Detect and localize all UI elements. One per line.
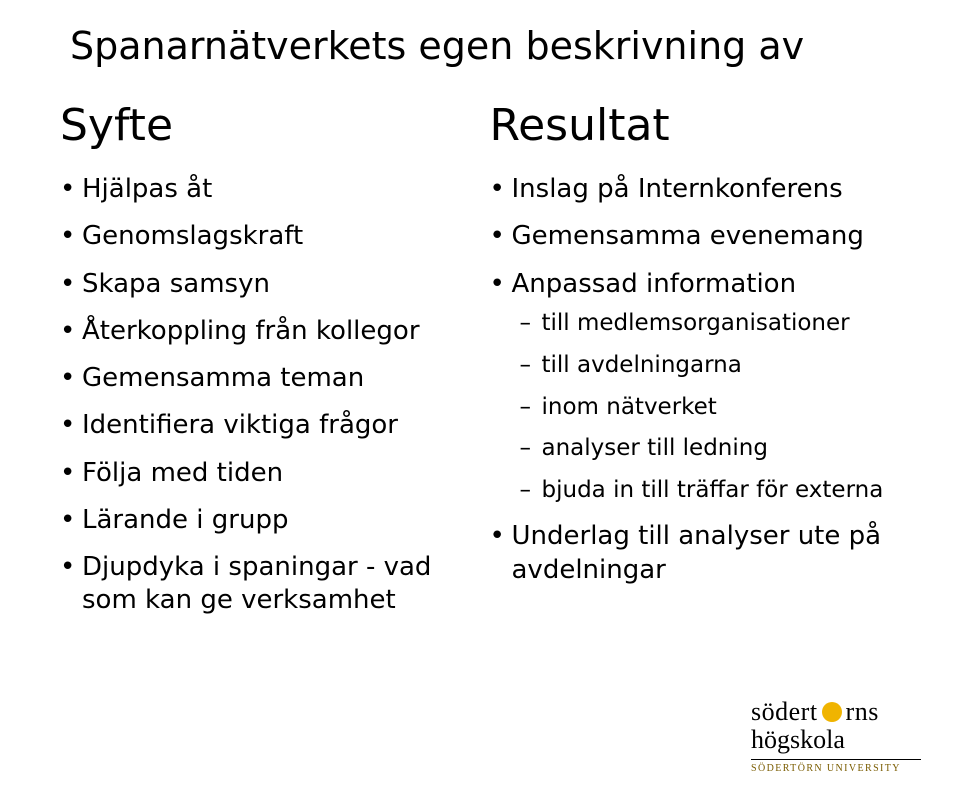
logo-word-sub: högskola (751, 725, 921, 755)
list-item: Anpassad information till medlemsorganis… (490, 268, 900, 507)
sodertorn-logo: södert rns högskola SÖDERTÖRN UNIVERSITY (751, 697, 921, 774)
list-item: Genomslagskraft (60, 220, 470, 253)
sub-list-item: bjuda in till träffar för externa (520, 476, 900, 506)
logo-dot-icon (822, 702, 842, 722)
list-item: Lärande i grupp (60, 504, 470, 537)
list-item: Identifiera viktiga frågor (60, 409, 470, 442)
left-list: Hjälpas åt Genomslagskraft Skapa samsyn … (60, 173, 470, 618)
slide-title: Spanarnätverkets egen beskrivning av (60, 24, 899, 68)
logo-rule (751, 759, 921, 760)
sub-list-item: inom nätverket (520, 393, 900, 423)
list-item: Inslag på Internkonferens (490, 173, 900, 206)
list-item: Följa med tiden (60, 457, 470, 490)
list-item: Gemensamma evenemang (490, 220, 900, 253)
sub-list: till medlemsorganisationer till avdelnin… (512, 309, 900, 506)
logo-subtitle: SÖDERTÖRN UNIVERSITY (751, 763, 921, 774)
list-item: Underlag till analyser ute på avdelninga… (490, 520, 900, 587)
sub-list-item: analyser till ledning (520, 434, 900, 464)
sub-list-item: till avdelningarna (520, 351, 900, 381)
list-item: Gemensamma teman (60, 362, 470, 395)
list-item: Hjälpas åt (60, 173, 470, 206)
list-item: Djupdyka i spaningar - vad som kan ge ve… (60, 551, 470, 618)
list-item-text: Anpassad information (512, 269, 797, 299)
left-column: Syfte Hjälpas åt Genomslagskraft Skapa s… (60, 100, 470, 632)
right-column: Resultat Inslag på Internkonferens Gemen… (490, 100, 900, 632)
slide: Spanarnätverkets egen beskrivning av Syf… (0, 0, 959, 796)
logo-word-2: rns (846, 697, 879, 727)
logo-word-1: södert (751, 697, 818, 727)
left-heading: Syfte (60, 100, 470, 151)
list-item: Återkoppling från kollegor (60, 315, 470, 348)
logo-top-row: södert rns (751, 697, 921, 727)
columns: Syfte Hjälpas åt Genomslagskraft Skapa s… (60, 100, 899, 632)
right-heading: Resultat (490, 100, 900, 151)
sub-list-item: till medlemsorganisationer (520, 309, 900, 339)
list-item: Skapa samsyn (60, 268, 470, 301)
right-list: Inslag på Internkonferens Gemensamma eve… (490, 173, 900, 587)
